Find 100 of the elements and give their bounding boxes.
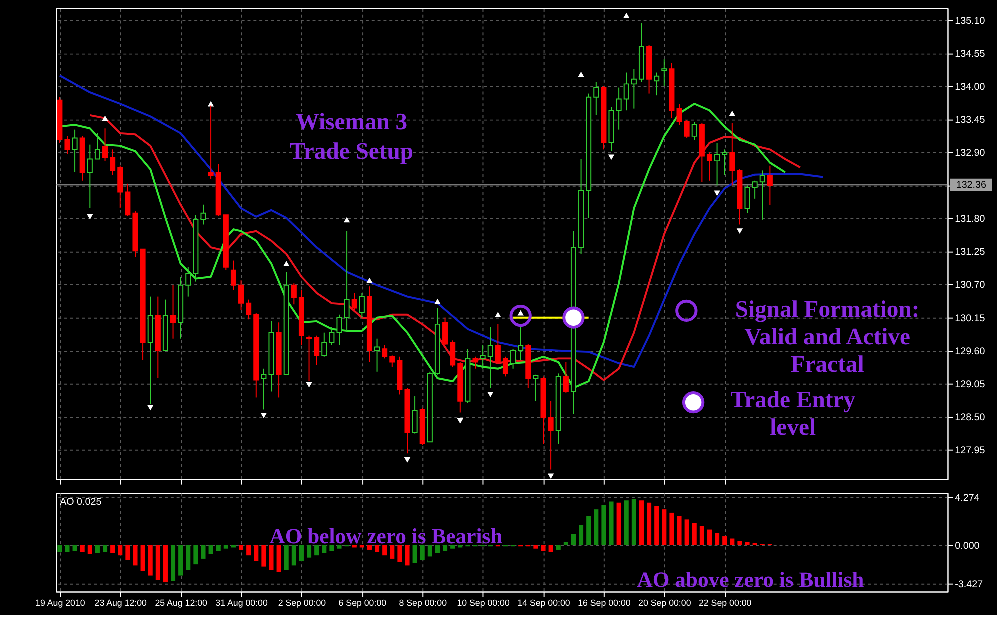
y-tick-label: 134.00 (955, 82, 986, 94)
candlestick (412, 396, 418, 434)
candlestick (200, 204, 206, 226)
y-tick-label: 130.70 (955, 280, 986, 292)
x-tick-label: 20 Sep 00:00 (638, 598, 692, 608)
x-tick-label: 10 Sep 00:00 (457, 598, 510, 608)
bar (194, 545, 198, 565)
candlestick (450, 340, 456, 368)
bar (246, 545, 252, 556)
x-tick-label: 19 Aug 2010 (36, 598, 86, 608)
bar (239, 545, 244, 550)
point (736, 228, 744, 234)
bar (140, 545, 146, 572)
point (457, 418, 464, 424)
x-tick-label: 14 Sep 00:00 (518, 598, 570, 608)
candlestick (624, 72, 630, 112)
bar (534, 545, 538, 549)
candlestick (662, 59, 668, 86)
candlestick (692, 122, 698, 141)
annotation: AO above zero is Bullish (637, 568, 864, 592)
x-tick-label: 25 Aug 12:00 (155, 598, 208, 608)
bar (579, 525, 584, 546)
point (366, 278, 373, 284)
candlestick (480, 344, 486, 370)
bar (412, 545, 418, 564)
point (510, 304, 532, 328)
candlestick (706, 152, 712, 182)
candlestick (170, 284, 176, 340)
bar (208, 545, 214, 554)
bar (639, 500, 644, 546)
candlestick (87, 144, 93, 210)
candlestick (291, 283, 297, 306)
x-tick-label: 8 Sep 00:00 (399, 598, 448, 608)
candlestick (563, 362, 569, 394)
bar (670, 512, 674, 546)
candlestick (359, 292, 365, 318)
x-tick-label: 6 Sep 00:00 (338, 598, 387, 608)
bar (654, 506, 660, 546)
x-tick-label: 31 Aug 00:00 (216, 598, 268, 608)
point (87, 214, 94, 220)
candlestick (382, 344, 388, 360)
candlestick (102, 128, 108, 162)
point (729, 110, 736, 116)
bar (322, 545, 327, 554)
x-tick-label: 22 Sep 00:00 (698, 598, 752, 608)
y-tick-label: 0.000 (955, 540, 980, 552)
candlestick (72, 129, 78, 173)
bar (186, 545, 191, 570)
bar (594, 510, 599, 546)
bar (700, 526, 704, 546)
candlestick (442, 317, 448, 346)
candlestick (125, 183, 131, 217)
candlestick (374, 338, 380, 372)
point (208, 101, 214, 107)
bar (163, 545, 168, 583)
candlestick (488, 326, 494, 389)
candlestick (730, 122, 736, 186)
point (102, 116, 108, 122)
candlestick (616, 87, 622, 130)
bar (420, 545, 425, 560)
bar (88, 545, 92, 554)
point (306, 382, 312, 388)
candlestick (238, 280, 244, 311)
candlestick (186, 266, 192, 298)
y-tick-label: -3.427 (955, 579, 984, 590)
legend-label: Signal Formation: Valid and Active Fractal (735, 296, 920, 378)
candlestick (594, 82, 600, 116)
candlestick (760, 170, 766, 220)
bar (450, 545, 456, 549)
y-tick-label: 129.05 (955, 379, 986, 390)
y-tick-label: 127.95 (955, 445, 986, 456)
bar (571, 534, 576, 546)
candlestick (722, 149, 728, 176)
y-tick-label: 131.80 (955, 214, 986, 226)
candlestick (352, 292, 358, 312)
bar (284, 545, 289, 570)
annotation: Wiseman 3 Trade Setup (290, 110, 414, 166)
point (624, 13, 630, 18)
bar (632, 499, 636, 546)
candlestick (495, 324, 501, 364)
candlestick (314, 335, 320, 366)
bar (201, 545, 206, 559)
bar (677, 516, 682, 546)
bar (435, 545, 440, 554)
point (344, 217, 350, 223)
bar (156, 545, 160, 580)
candlestick (684, 120, 690, 139)
y-tick-label: 129.60 (955, 346, 986, 358)
bar (95, 545, 100, 554)
y-tick-label: 135.10 (955, 16, 986, 27)
y-tick-label: 132.90 (955, 148, 986, 160)
bar (662, 510, 667, 546)
bar (367, 545, 372, 550)
legend-label: Trade Entry level (730, 387, 856, 442)
candlestick (752, 180, 758, 200)
bar (405, 545, 410, 566)
bar (126, 545, 130, 560)
candlestick (631, 68, 637, 110)
point (562, 306, 585, 329)
bar (564, 542, 568, 546)
